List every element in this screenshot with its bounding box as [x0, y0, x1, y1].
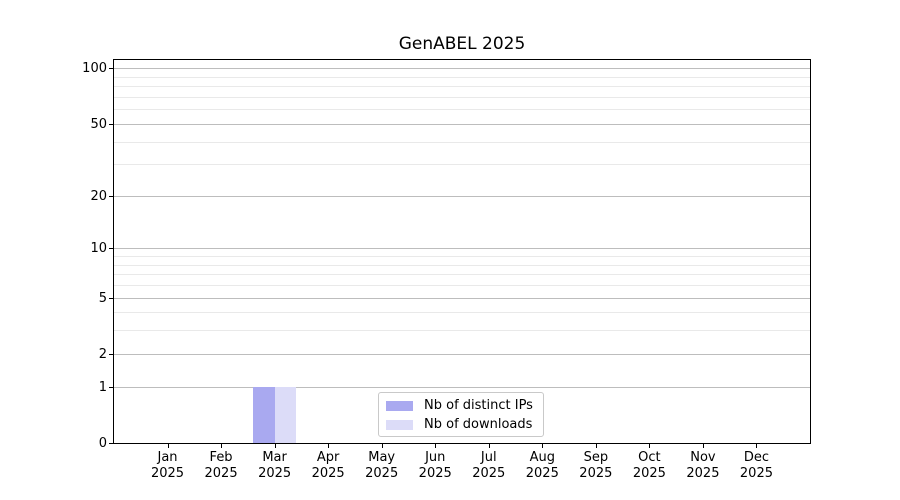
gridline-major	[114, 248, 810, 250]
x-tick-label: Jun 2025	[418, 450, 452, 481]
x-tick-label: Apr 2025	[311, 450, 345, 481]
x-tick-label: Sep 2025	[579, 450, 613, 481]
x-tick-label: Jan 2025	[150, 450, 185, 481]
x-tick-mark	[488, 444, 490, 448]
x-tick-mark	[595, 444, 597, 448]
legend-label-distinct-ips: Nb of distinct IPs	[424, 398, 533, 413]
legend-row-distinct-ips: Nb of distinct IPs	[386, 396, 543, 415]
gridline-minor	[114, 96, 810, 98]
x-tick-label: Mar 2025	[258, 450, 292, 481]
chart-title: GenABEL 2025	[398, 34, 526, 54]
y-tick-mark	[109, 195, 114, 197]
legend-swatch-downloads	[386, 419, 413, 430]
gridline-major	[114, 386, 810, 388]
x-tick-label: Oct 2025	[632, 450, 666, 481]
x-tick-label: Dec 2025	[739, 450, 773, 481]
y-tick-label: 10	[90, 241, 107, 257]
x-tick-mark	[274, 444, 276, 448]
y-tick-mark	[109, 248, 114, 250]
y-tick-label: 1	[98, 379, 107, 395]
x-tick-label: May 2025	[365, 450, 399, 481]
y-tick-mark	[109, 68, 114, 70]
y-tick-label: 2	[98, 346, 107, 362]
y-tick-label: 100	[82, 61, 107, 77]
x-tick-label: Jul 2025	[472, 450, 506, 481]
gridline-minor	[114, 274, 810, 276]
plot-area	[113, 59, 811, 444]
y-tick-label: 0	[98, 436, 107, 451]
y-tick-label: 20	[90, 188, 107, 204]
y-tick-mark	[109, 443, 114, 444]
gridline-major	[114, 195, 810, 197]
y-tick-mark	[109, 123, 114, 125]
bar-nb-of-distinct-ips	[253, 386, 275, 443]
legend-label-downloads: Nb of downloads	[424, 417, 533, 432]
x-tick-label: Aug 2025	[525, 450, 559, 481]
x-tick-mark	[328, 444, 330, 448]
gridline-minor	[114, 76, 810, 78]
gridline-minor	[114, 330, 810, 332]
x-tick-mark	[542, 444, 544, 448]
legend: Nb of distinct IPs Nb of downloads	[378, 392, 544, 437]
y-tick-label: 5	[98, 290, 107, 306]
gridline-major	[114, 68, 810, 70]
x-tick-mark	[702, 444, 704, 448]
gridline-minor	[114, 285, 810, 287]
x-tick-label: Feb 2025	[204, 450, 238, 481]
x-tick-mark	[167, 444, 169, 448]
x-tick-mark	[221, 444, 223, 448]
x-tick-mark	[649, 444, 651, 448]
y-tick-label: 50	[90, 116, 107, 132]
gridline-minor	[114, 164, 810, 166]
y-tick-mark	[109, 353, 114, 355]
x-tick-label: Nov 2025	[686, 450, 720, 481]
gridline-minor	[114, 264, 810, 266]
gridline-major	[114, 123, 810, 125]
y-tick-mark	[109, 297, 114, 299]
y-tick-mark	[109, 386, 114, 388]
gridline-minor	[114, 312, 810, 314]
gridline-minor	[114, 86, 810, 88]
legend-row-downloads: Nb of downloads	[386, 415, 543, 434]
x-tick-mark	[381, 444, 383, 448]
x-tick-mark	[435, 444, 437, 448]
gridline-minor	[114, 256, 810, 258]
x-tick-mark	[756, 444, 758, 448]
gridline-minor	[114, 141, 810, 143]
gridline-major	[114, 353, 810, 355]
legend-swatch-distinct-ips	[386, 400, 413, 411]
bar-nb-of-downloads	[274, 386, 297, 443]
gridline-major	[114, 297, 810, 299]
gridline-minor	[114, 109, 810, 111]
